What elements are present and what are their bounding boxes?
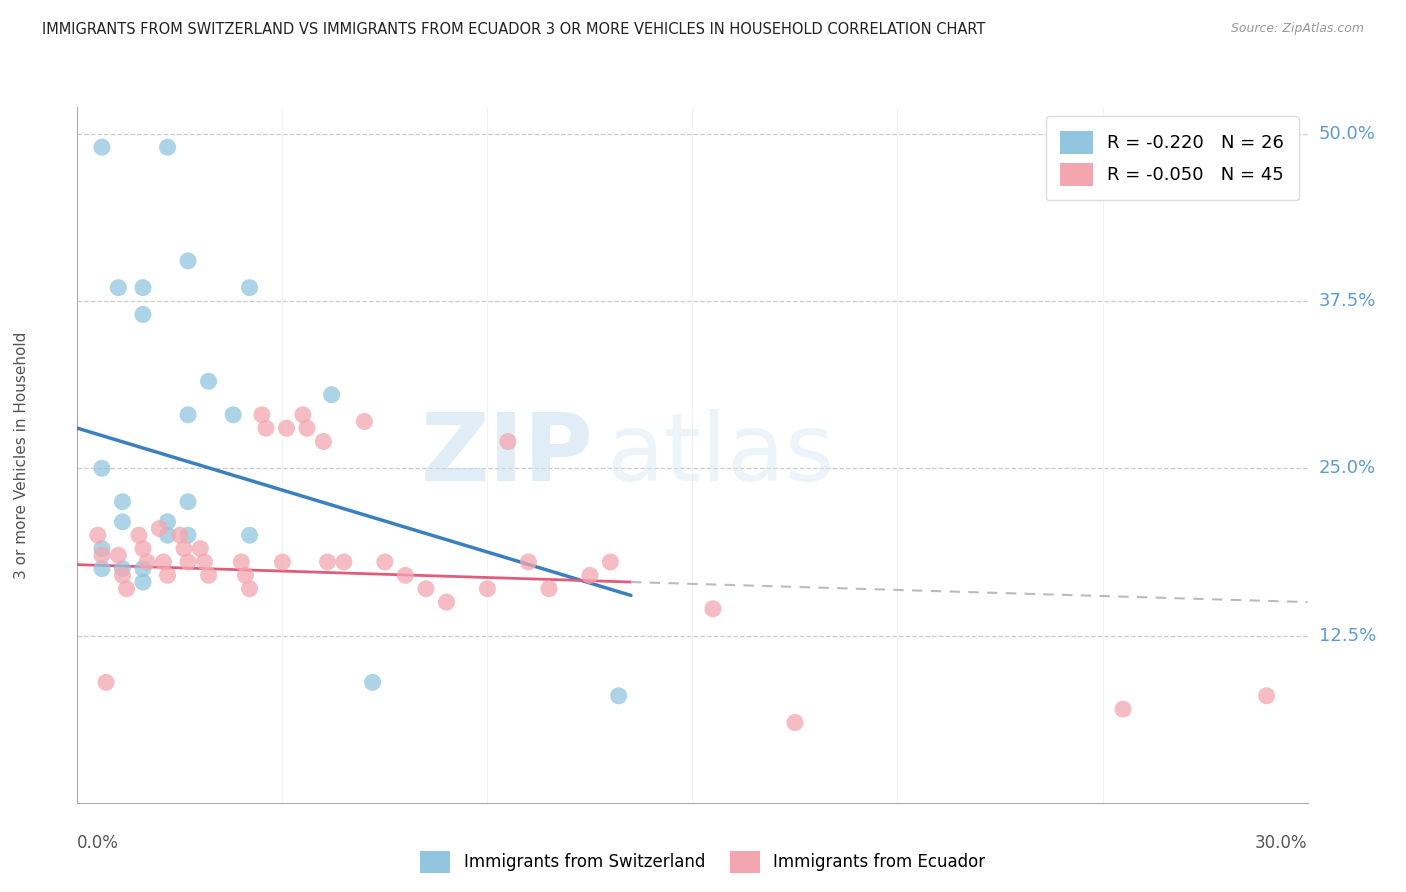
Point — [156, 528, 179, 542]
Point — [90, 562, 114, 576]
Text: atlas: atlas — [606, 409, 835, 501]
Point — [239, 528, 262, 542]
Point — [156, 568, 179, 582]
Point — [231, 555, 253, 569]
Text: 12.5%: 12.5% — [1319, 626, 1376, 645]
Point — [496, 434, 519, 449]
Text: 30.0%: 30.0% — [1256, 834, 1308, 852]
Point — [316, 555, 339, 569]
Point — [276, 421, 298, 435]
Point — [156, 140, 179, 154]
Point — [132, 541, 155, 556]
Point — [197, 375, 219, 389]
Legend: Immigrants from Switzerland, Immigrants from Ecuador: Immigrants from Switzerland, Immigrants … — [413, 845, 993, 880]
Point — [87, 528, 110, 542]
Point — [394, 568, 416, 582]
Point — [579, 568, 602, 582]
Point — [107, 281, 129, 295]
Text: ZIP: ZIP — [422, 409, 595, 501]
Point — [94, 675, 117, 690]
Point — [436, 595, 458, 609]
Text: 50.0%: 50.0% — [1319, 125, 1375, 143]
Text: 25.0%: 25.0% — [1319, 459, 1376, 477]
Text: Source: ZipAtlas.com: Source: ZipAtlas.com — [1230, 22, 1364, 36]
Point — [312, 434, 335, 449]
Point — [115, 582, 138, 596]
Point — [239, 582, 262, 596]
Point — [239, 281, 262, 295]
Point — [177, 528, 200, 542]
Point — [517, 555, 540, 569]
Point — [111, 562, 134, 576]
Point — [132, 281, 155, 295]
Point — [90, 548, 114, 563]
Point — [477, 582, 499, 596]
Point — [235, 568, 257, 582]
Point — [361, 675, 384, 690]
Point — [271, 555, 294, 569]
Point — [783, 715, 806, 730]
Legend: R = -0.220   N = 26, R = -0.050   N = 45: R = -0.220 N = 26, R = -0.050 N = 45 — [1046, 116, 1299, 201]
Point — [107, 548, 129, 563]
Point — [156, 515, 179, 529]
Point — [295, 421, 318, 435]
Point — [111, 494, 134, 508]
Point — [291, 408, 314, 422]
Point — [702, 602, 724, 616]
Point — [197, 568, 219, 582]
Point — [169, 528, 191, 542]
Point — [111, 515, 134, 529]
Point — [177, 253, 200, 268]
Point — [193, 555, 215, 569]
Point — [1112, 702, 1135, 716]
Point — [599, 555, 621, 569]
Point — [177, 555, 200, 569]
Point — [136, 555, 159, 569]
Point — [90, 461, 114, 475]
Point — [254, 421, 277, 435]
Point — [188, 541, 212, 556]
Point — [148, 521, 170, 535]
Point — [374, 555, 396, 569]
Point — [607, 689, 630, 703]
Point — [353, 415, 375, 429]
Point — [152, 555, 174, 569]
Point — [90, 541, 114, 556]
Point — [132, 562, 155, 576]
Point — [222, 408, 245, 422]
Text: 3 or more Vehicles in Household: 3 or more Vehicles in Household — [14, 331, 30, 579]
Point — [415, 582, 437, 596]
Point — [177, 494, 200, 508]
Point — [250, 408, 273, 422]
Point — [90, 140, 114, 154]
Text: 0.0%: 0.0% — [77, 834, 120, 852]
Point — [132, 575, 155, 590]
Text: 37.5%: 37.5% — [1319, 292, 1376, 310]
Point — [537, 582, 560, 596]
Point — [321, 388, 343, 402]
Point — [177, 408, 200, 422]
Point — [173, 541, 195, 556]
Point — [333, 555, 356, 569]
Point — [128, 528, 150, 542]
Text: IMMIGRANTS FROM SWITZERLAND VS IMMIGRANTS FROM ECUADOR 3 OR MORE VEHICLES IN HOU: IMMIGRANTS FROM SWITZERLAND VS IMMIGRANT… — [42, 22, 986, 37]
Point — [111, 568, 134, 582]
Point — [132, 307, 155, 322]
Point — [1256, 689, 1278, 703]
